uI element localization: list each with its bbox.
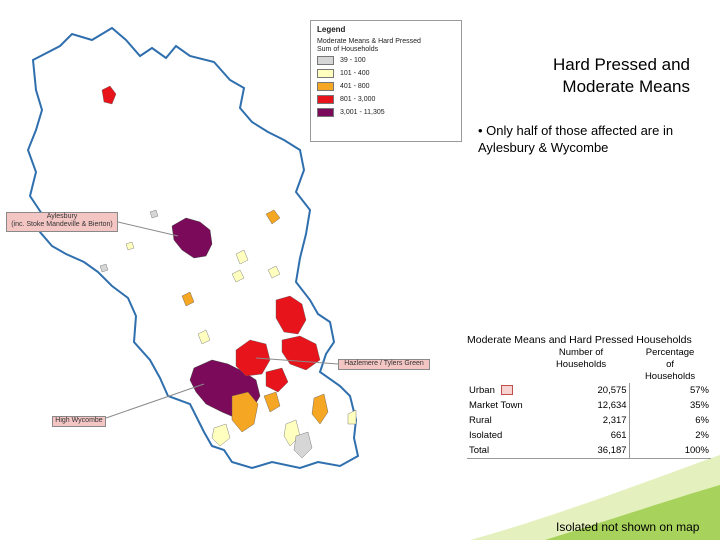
area-yellow-3 [235, 249, 249, 265]
legend-swatch [317, 108, 334, 117]
row-percentage: 2% [695, 430, 709, 441]
bullet-point: • Only half of those affected are in Ayl… [478, 123, 674, 155]
row-households: 661 [533, 428, 630, 443]
row-households: 12,634 [533, 398, 630, 413]
area-grey-3 [149, 209, 159, 219]
area-red-east-3 [265, 367, 289, 393]
area-yellow-6 [267, 265, 281, 279]
legend-swatch [317, 95, 334, 104]
table-row: Market Town 12,634 35% [467, 398, 711, 413]
callout-high-wycombe: High Wycombe [52, 416, 106, 427]
legend-class-label: 39 - 100 [340, 57, 366, 64]
callout-aylesbury-line1: Aylesbury [46, 213, 78, 220]
map-legend: Legend Moderate Means & Hard Pressed Sum… [310, 20, 462, 142]
callout-hazlemere: Hazlemere / Tylers Green [338, 359, 430, 370]
callout-line-aylesbury [117, 221, 179, 237]
table-row-total: Total 36,187 100% [467, 443, 711, 459]
legend-class-label: 401 - 800 [340, 83, 370, 90]
table-header-blank [467, 347, 533, 383]
area-yellow-4 [125, 241, 135, 251]
table-header-percentage: Percentage of Households [644, 347, 696, 382]
area-yellow-7 [197, 329, 211, 345]
callout-high-wycombe-text: High Wycombe [55, 417, 103, 424]
callout-aylesbury-line2: (inc. Stoke Mandeville & Bierton) [11, 221, 113, 228]
legend-swatch [317, 82, 334, 91]
row-percentage: 100% [629, 443, 711, 459]
legend-swatch [317, 56, 334, 65]
row-households: 36,187 [533, 443, 630, 459]
area-yellow-8 [347, 409, 357, 425]
legend-field-name: Sum of Households [317, 46, 379, 53]
area-orange-5 [265, 209, 281, 225]
legend-class: 39 - 100 [317, 54, 455, 67]
legend-class-label: 3,001 - 11,305 [340, 109, 385, 116]
table-header-row: Number of Households Percentage of House… [467, 347, 711, 383]
callout-aylesbury: Aylesbury (inc. Stoke Mandeville & Biert… [6, 212, 118, 232]
table-row: Urban 20,575 57% [467, 383, 711, 398]
area-grey-1 [293, 431, 313, 459]
row-label: Total [467, 443, 533, 459]
callout-line-high-wycombe [105, 383, 205, 419]
area-grey-2 [99, 263, 109, 273]
area-red-east-1 [275, 295, 307, 335]
row-households: 2,317 [533, 413, 630, 428]
row-label: Isolated [469, 430, 503, 441]
legend-swatch [317, 69, 334, 78]
area-orange-4 [181, 291, 195, 307]
decorative-swoosh-dark [545, 485, 720, 540]
callout-hazlemere-text: Hazlemere / Tylers Green [344, 360, 424, 367]
households-table: Moderate Means and Hard Pressed Househol… [467, 334, 711, 459]
table-row: Isolated 661 2% [467, 428, 711, 443]
area-red-north [101, 85, 117, 105]
area-yellow-5 [231, 269, 245, 283]
urban-swatch [500, 385, 513, 396]
callout-line-hazlemere [255, 357, 339, 365]
area-aylesbury [171, 217, 213, 259]
legend-layer-name: Moderate Means & Hard Pressed [317, 38, 421, 45]
legend-class-label: 101 - 400 [340, 70, 370, 77]
table-header-households: Number of Households [555, 347, 607, 370]
legend-title: Legend [317, 25, 346, 34]
legend-class: 101 - 400 [317, 67, 455, 80]
row-percentage: 57% [689, 385, 709, 396]
slide-title: Hard Pressed and Moderate Means [470, 54, 690, 98]
legend-class-label: 801 - 3,000 [340, 96, 376, 103]
row-households: 20,575 [533, 383, 630, 398]
area-red-hazlemere [235, 339, 271, 377]
table-row: Rural 2,317 6% [467, 413, 711, 428]
row-label: Urban [467, 383, 533, 398]
slide-title-line2: Moderate Means [562, 77, 690, 96]
area-orange-2 [311, 393, 329, 425]
legend-class: 3,001 - 11,305 [317, 106, 455, 119]
area-yellow-1 [211, 423, 231, 447]
row-percentage: 35% [689, 400, 709, 411]
row-label: Market Town [469, 400, 523, 411]
area-orange-1 [231, 391, 259, 433]
area-orange-3 [263, 391, 281, 413]
legend-class: 801 - 3,000 [317, 93, 455, 106]
row-percentage: 6% [695, 415, 709, 426]
row-label: Rural [469, 415, 492, 426]
table-title: Moderate Means and Hard Pressed Househol… [467, 334, 692, 346]
footnote: Isolated not shown on map [556, 520, 700, 534]
slide-title-line1: Hard Pressed and [552, 55, 690, 74]
legend-class: 401 - 800 [317, 80, 455, 93]
